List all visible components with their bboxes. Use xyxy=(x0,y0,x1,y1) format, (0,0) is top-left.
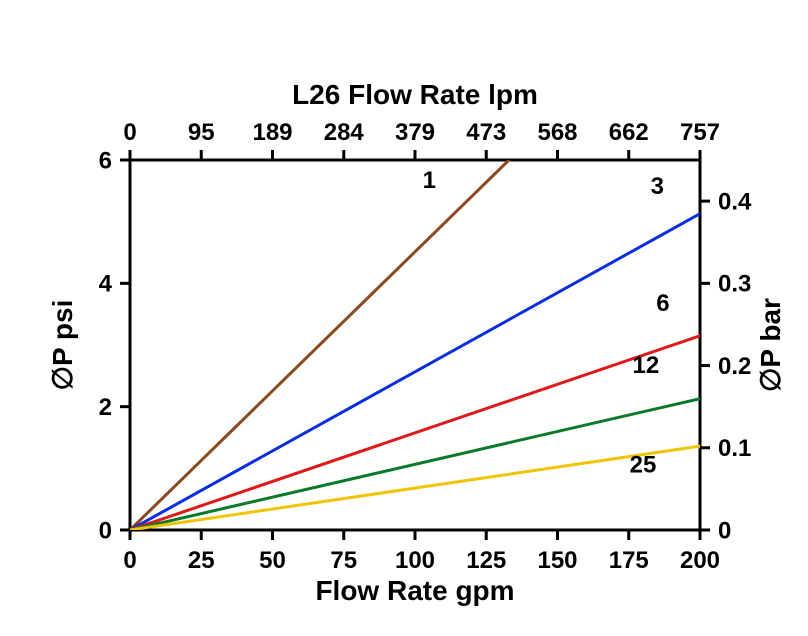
x-bottom-axis-label: Flow Rate gpm xyxy=(315,575,514,606)
x-bottom-tick-label: 25 xyxy=(188,547,215,574)
x-top-tick-label: 757 xyxy=(680,119,720,146)
y-right-tick-label: 0.4 xyxy=(718,189,752,216)
chart-title: L26 Flow Rate lpm xyxy=(292,79,538,110)
chart-container: 0255075100125150175200Flow Rate gpm09518… xyxy=(0,0,808,636)
y-right-tick-label: 0.2 xyxy=(718,353,751,380)
y-right-tick-label: 0.1 xyxy=(718,435,751,462)
x-bottom-tick-label: 150 xyxy=(537,547,577,574)
x-top-tick-label: 95 xyxy=(188,119,215,146)
x-bottom-tick-label: 50 xyxy=(259,547,286,574)
y-right-tick-label: 0.3 xyxy=(718,271,751,298)
y-left-tick-label: 0 xyxy=(99,517,112,544)
series-label-6: 6 xyxy=(656,290,669,317)
y-left-tick-label: 4 xyxy=(99,271,113,298)
y-left-axis-label: ∅P psi xyxy=(47,300,78,391)
x-top-tick-label: 662 xyxy=(609,119,649,146)
pressure-drop-chart: 0255075100125150175200Flow Rate gpm09518… xyxy=(0,0,808,636)
series-label-25: 25 xyxy=(630,452,657,479)
series-label-3: 3 xyxy=(651,173,664,200)
x-top-tick-label: 568 xyxy=(537,119,577,146)
y-left-tick-label: 2 xyxy=(99,394,112,421)
x-top-tick-label: 284 xyxy=(324,119,365,146)
series-label-1: 1 xyxy=(423,167,436,194)
y-right-axis-label: ∅P bar xyxy=(755,298,786,392)
x-bottom-tick-label: 75 xyxy=(330,547,357,574)
x-top-tick-label: 0 xyxy=(123,119,136,146)
x-bottom-tick-label: 0 xyxy=(123,547,136,574)
series-label-12: 12 xyxy=(632,352,659,379)
y-right-tick-label: 0 xyxy=(718,517,731,544)
x-top-tick-label: 189 xyxy=(252,119,292,146)
y-left-tick-label: 6 xyxy=(99,147,112,174)
x-bottom-tick-label: 100 xyxy=(395,547,435,574)
x-bottom-tick-label: 125 xyxy=(466,547,506,574)
x-top-tick-label: 379 xyxy=(395,119,435,146)
x-top-tick-label: 473 xyxy=(466,119,506,146)
x-bottom-tick-label: 200 xyxy=(680,547,720,574)
x-bottom-tick-label: 175 xyxy=(609,547,649,574)
